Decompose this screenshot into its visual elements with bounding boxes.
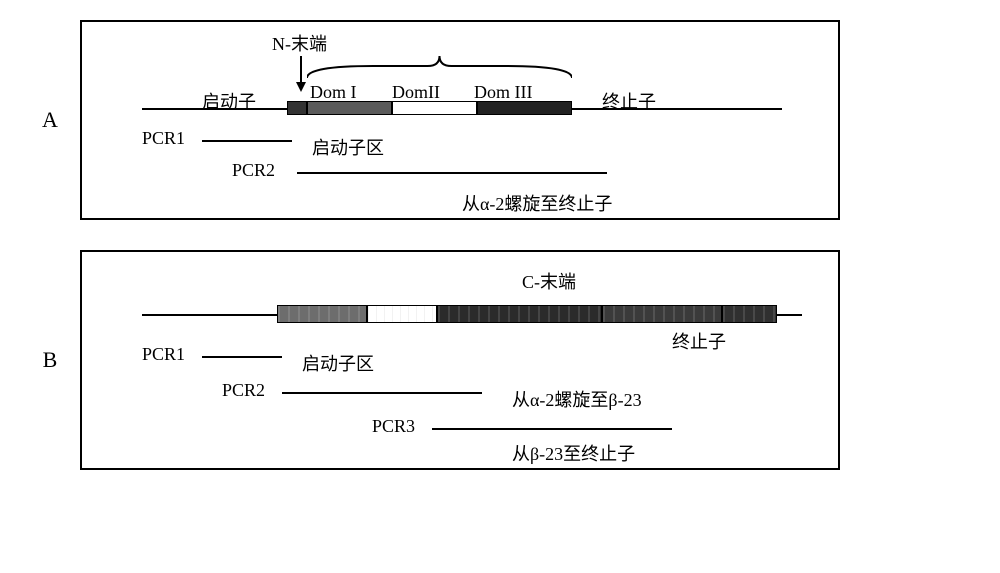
panel-b-seg3 xyxy=(437,305,602,323)
panel-a-dom1-seg xyxy=(307,101,392,115)
panel-b-row: B C-末端终止子 PCR1 启动子区 PCR2 从α-2螺旋至β-23 PCR3 从β-2… xyxy=(20,250,980,470)
panel-b-pcr2-line xyxy=(282,392,482,394)
panel-b-pcr2-label: PCR2 xyxy=(222,380,265,401)
panel-b-box: C-末端终止子 PCR1 启动子区 PCR2 从α-2螺旋至β-23 PCR3 从β-23至… xyxy=(80,250,840,470)
panel-a-label: A xyxy=(20,107,80,133)
panel-a-row: A N-末端 启动子 终止子 Dom I DomII Dom III PCR1 启动子区 PC… xyxy=(20,20,980,220)
panel-b-seg1 xyxy=(277,305,367,323)
panel-a-pcr2-line xyxy=(297,172,607,174)
panel-a-pcr1-region: 启动子区 xyxy=(312,134,384,160)
panel-a-pcr1-line xyxy=(202,140,292,142)
panel-b-seg2 xyxy=(367,305,437,323)
panel-b-pcr2-region: 从α-2螺旋至β-23 xyxy=(512,386,642,412)
panel-a-terminator-label: 终止子 xyxy=(602,88,656,114)
panel-b-pcr3-line xyxy=(432,428,672,430)
panel-a-dom1-label: Dom I xyxy=(310,82,357,103)
arrow-down-icon xyxy=(294,56,308,97)
panel-a-pcr2-label: PCR2 xyxy=(232,160,275,181)
panel-a-n-seg xyxy=(287,101,307,115)
panel-b-seg5 xyxy=(722,305,777,323)
panel-a-promoter-label: 启动子 xyxy=(202,88,256,114)
panel-b-pcr1-region: 启动子区 xyxy=(302,350,374,376)
panel-b-cterm-label: C-末端 xyxy=(522,268,576,294)
panel-b-pcr1-label: PCR1 xyxy=(142,344,185,365)
panel-a-box: N-末端 启动子 终止子 Dom I DomII Dom III PCR1 启动子区 PCR2… xyxy=(80,20,840,220)
panel-b-label: B xyxy=(20,347,80,373)
panel-a-dom2-label: DomII xyxy=(392,82,440,103)
panel-a-dom3-label: Dom III xyxy=(474,82,532,103)
panel-b-pcr1-line xyxy=(202,356,282,358)
panel-b-seg4 xyxy=(602,305,722,323)
panel-a-pcr2-region: 从α-2螺旋至终止子 xyxy=(462,190,612,216)
brace-icon xyxy=(307,54,572,85)
panel-a-dom3-seg xyxy=(477,101,572,115)
panel-b-terminator-label: 终止子 xyxy=(672,328,726,354)
panel-b-pcr3-region: 从β-23至终止子 xyxy=(512,440,635,466)
panel-b-pcr3-label: PCR3 xyxy=(372,416,415,437)
panel-a-dom2-seg xyxy=(392,101,477,115)
panel-a-nterm-label: N-末端 xyxy=(272,30,327,56)
panel-a-pcr1-label: PCR1 xyxy=(142,128,185,149)
